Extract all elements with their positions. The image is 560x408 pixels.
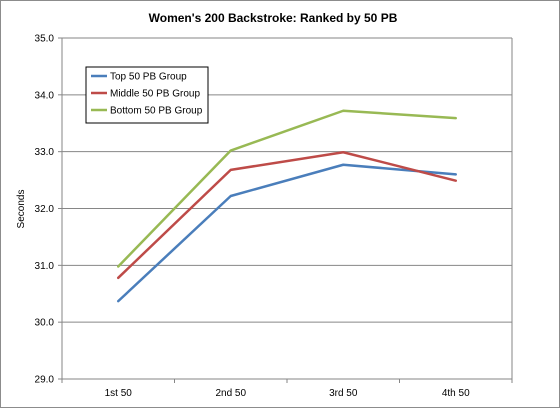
x-tick-label: 2nd 50 [215, 388, 246, 399]
x-tick-labels: 1st 50 2nd 50 3rd 50 4th 50 [105, 388, 470, 399]
legend-label: Top 50 PB Group [110, 72, 187, 83]
y-tick-label: 35.0 [35, 34, 55, 45]
y-axis-title: Seconds [16, 190, 27, 229]
gridlines [58, 37, 513, 383]
legend-label: Middle 50 PB Group [110, 89, 200, 100]
series-line-3 [117, 109, 457, 268]
x-tick-label: 1st 50 [105, 388, 133, 399]
legend: Top 50 PB Group Middle 50 PB Group Bottom … [85, 66, 209, 124]
y-tick-labels: 29.0 30.0 31.0 32.0 33.0 34.0 35.0 [35, 34, 55, 386]
y-tick-label: 32.0 [35, 204, 55, 215]
x-tick-label: 3rd 50 [329, 388, 358, 399]
y-tick-label: 30.0 [35, 318, 55, 329]
chart-title: Women's 200 Backstroke: Ranked by 50 PB [149, 11, 398, 25]
y-tick-label: 31.0 [35, 261, 55, 272]
y-tick-label: 29.0 [35, 375, 55, 386]
x-tick-label: 4th 50 [442, 388, 470, 399]
series-line-2 [117, 150, 457, 280]
y-tick-label: 34.0 [35, 90, 55, 101]
legend-label: Bottom 50 PB Group [110, 106, 203, 117]
series-lines [117, 109, 457, 303]
series-line-1 [117, 163, 457, 303]
y-tick-label: 33.0 [35, 147, 55, 158]
